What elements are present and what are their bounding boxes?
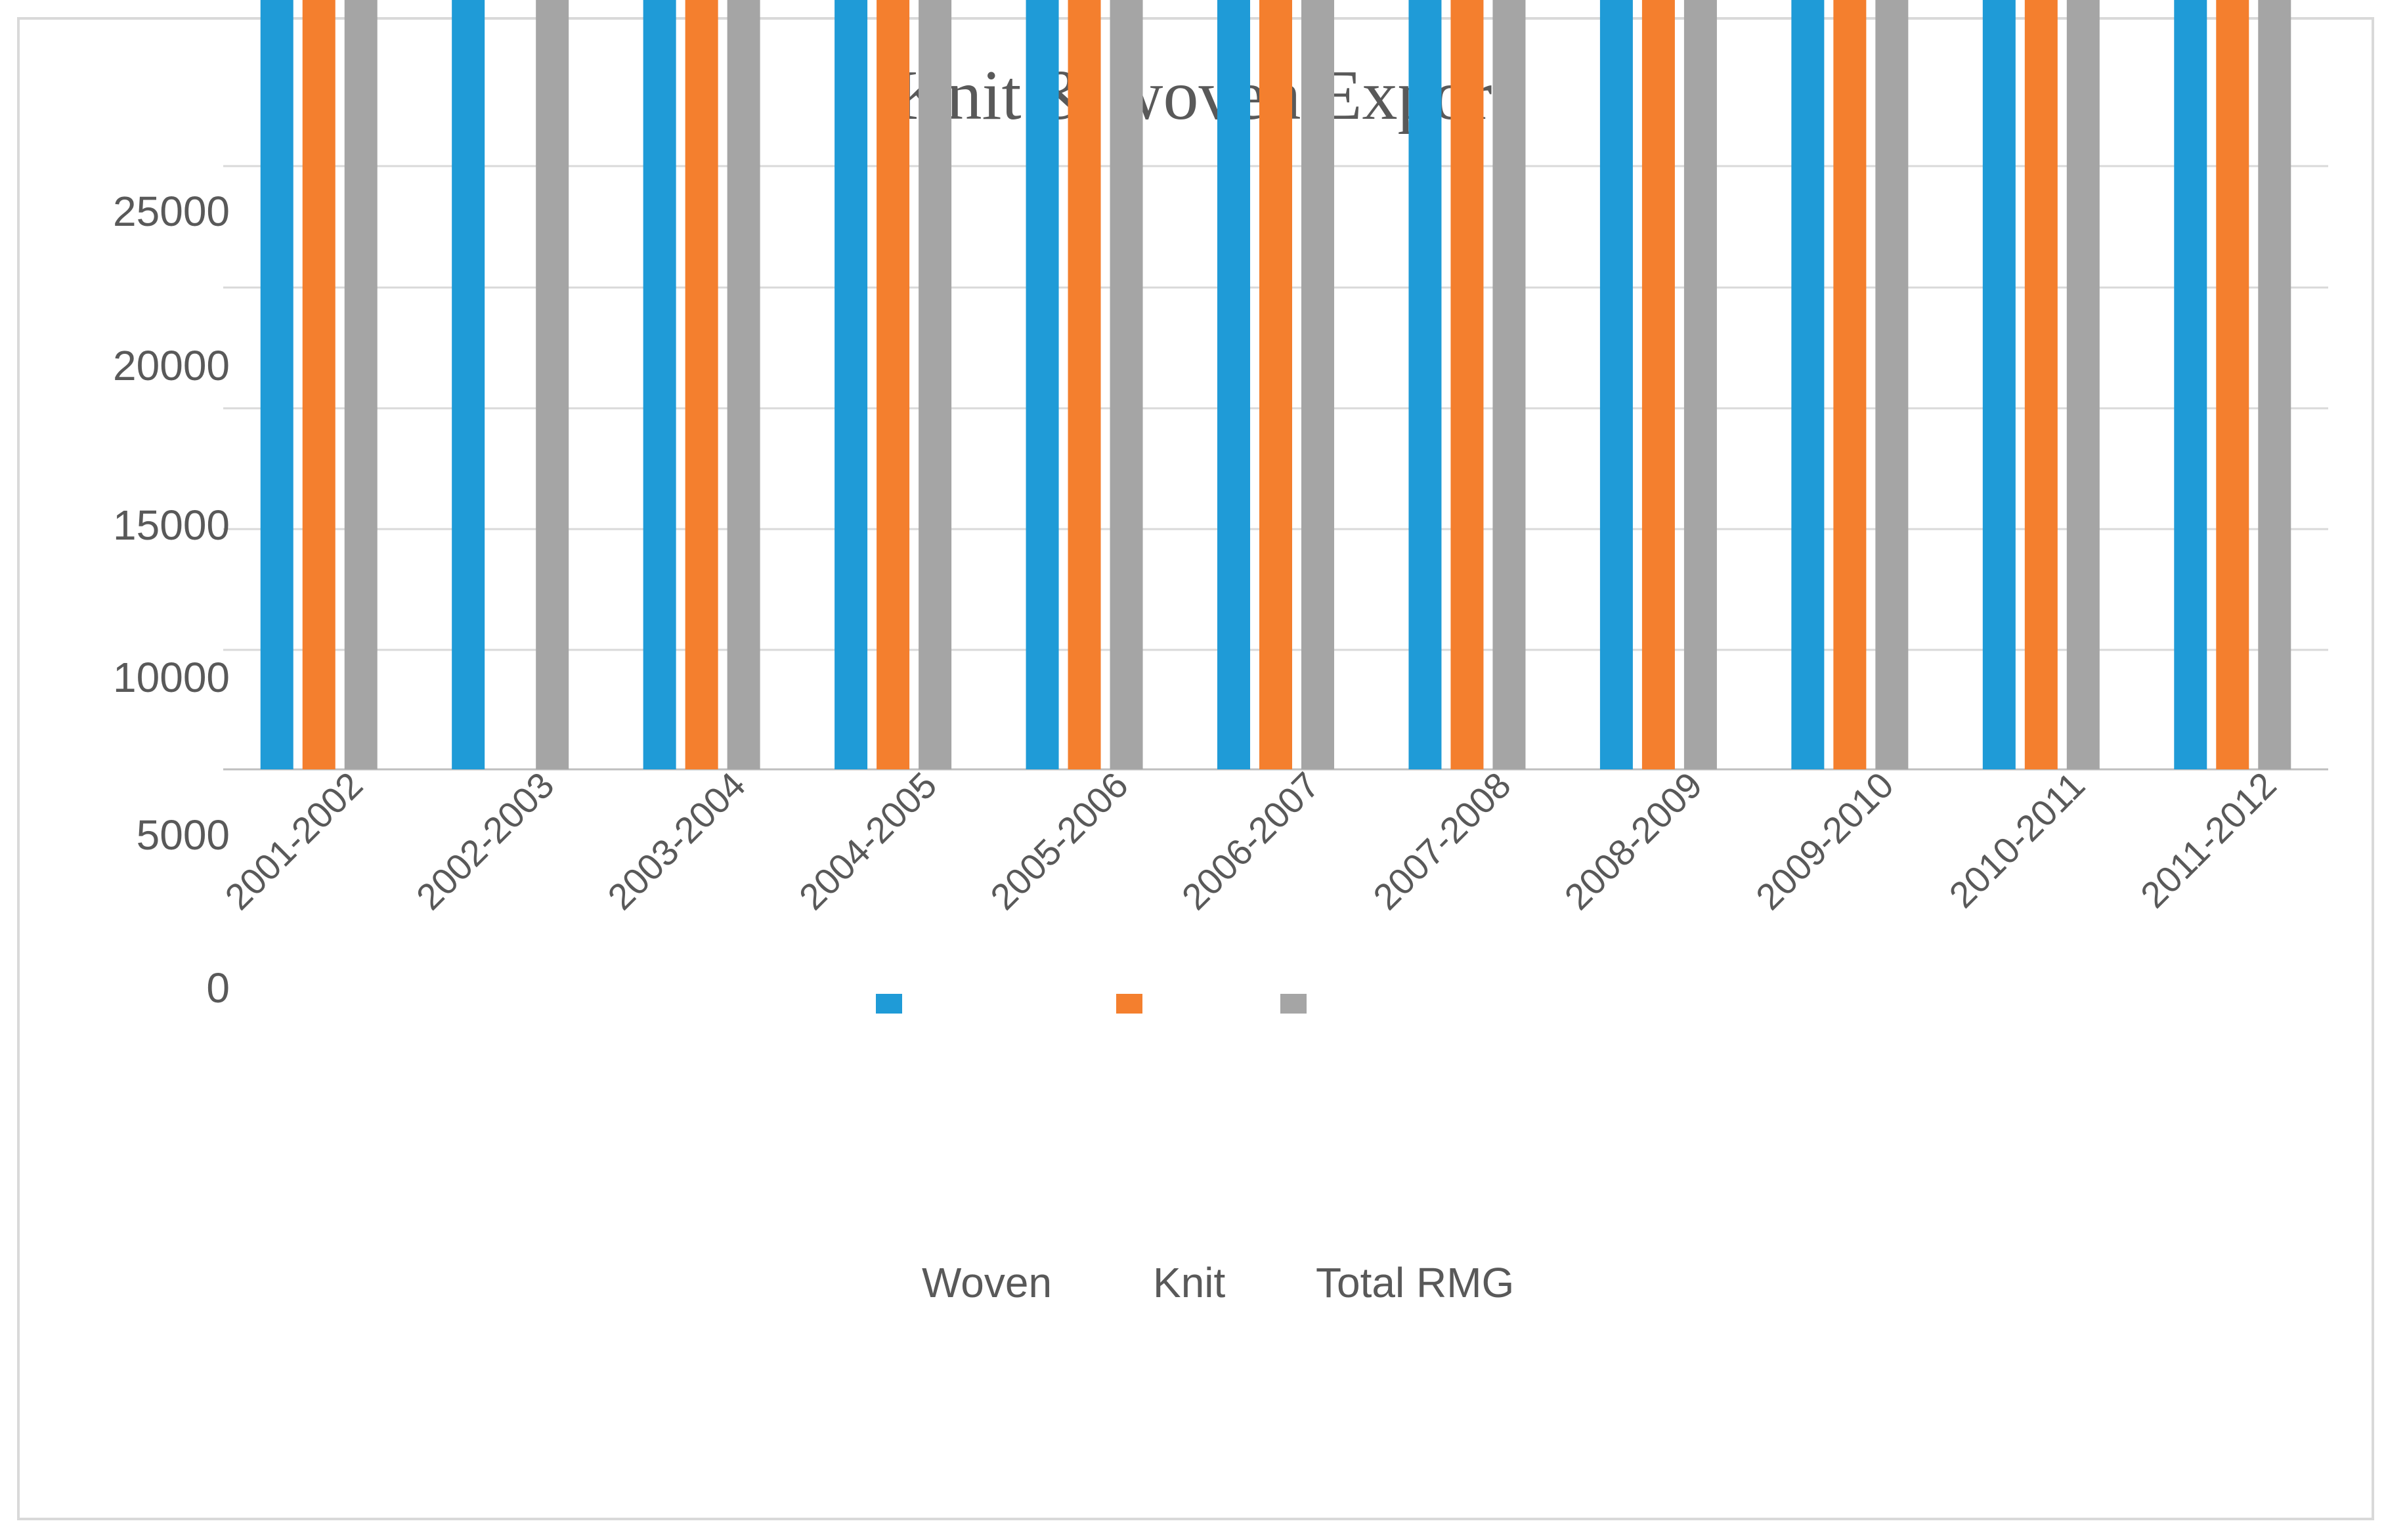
bar-woven-2009-2010 — [1791, 0, 1825, 769]
x-tick-label: 2006-2007 — [1174, 764, 1328, 918]
x-tick-label: 2010-2011 — [1941, 764, 2093, 916]
legend-label-total-rmg: Total RMG — [1316, 1259, 1515, 1306]
bar-knit-2011-2012 — [2216, 0, 2249, 769]
bar-knit-2010-2011 — [2024, 0, 2058, 769]
bar-total-rmg-2002-2003 — [536, 0, 569, 769]
bar-woven-2005-2006 — [1026, 0, 1059, 769]
bar-total-rmg-2011-2012 — [2258, 0, 2291, 769]
x-tick-label: 2009-2010 — [1748, 764, 1901, 918]
y-tick-label: 15000 — [113, 502, 230, 549]
bar-total-rmg-2001-2002 — [344, 0, 378, 770]
bar-woven-2003-2004 — [643, 0, 676, 769]
bar-total-rmg-2006-2007 — [1301, 0, 1334, 769]
bar-woven-2007-2008 — [1408, 0, 1442, 769]
legend-swatch-knit — [1116, 994, 1142, 1014]
x-axis-ticks: 2001-2002 2002-2003 2003-2004 2004-2005 2005… — [217, 764, 2284, 918]
bars — [260, 0, 2291, 770]
y-tick-label: 20000 — [113, 342, 230, 389]
legend-swatch-woven — [876, 994, 902, 1014]
y-tick-label: 0 — [206, 964, 230, 1012]
bar-knit-2006-2007 — [1259, 0, 1292, 770]
x-tick-label: 2005-2006 — [982, 764, 1136, 918]
x-tick-label: 2004-2005 — [791, 764, 945, 918]
y-axis-ticks: 25000 20000 15000 10000 5000 0 — [113, 188, 230, 1012]
y-tick-label: 25000 — [113, 188, 230, 235]
x-tick-label: 2002-2003 — [408, 764, 562, 918]
y-tick-label: 5000 — [137, 811, 230, 859]
bar-woven-2011-2012 — [2174, 0, 2207, 769]
bar-knit-2009-2010 — [1833, 0, 1867, 769]
bar-knit-2003-2004 — [685, 0, 718, 769]
y-tick-label: 10000 — [113, 654, 230, 701]
bar-total-rmg-2007-2008 — [1492, 0, 1526, 769]
bar-total-rmg-2005-2006 — [1110, 0, 1143, 769]
legend-swatch-total-rmg — [1280, 994, 1307, 1014]
bar-woven-2010-2011 — [1982, 0, 2016, 769]
bar-knit-2001-2002 — [302, 0, 336, 770]
bar-total-rmg-2010-2011 — [2066, 0, 2100, 769]
bar-total-rmg-2009-2010 — [1875, 0, 1909, 769]
bar-total-rmg-2003-2004 — [727, 0, 760, 770]
x-tick-label: 2007-2008 — [1365, 764, 1519, 918]
bar-woven-2008-2009 — [1599, 0, 1633, 769]
bar-knit-2005-2006 — [1068, 0, 1101, 769]
bar-knit-2004-2005 — [877, 0, 910, 770]
bar-total-rmg-2004-2005 — [919, 0, 952, 769]
bar-knit-2007-2008 — [1450, 0, 1484, 769]
bar-woven-2002-2003 — [452, 0, 485, 770]
bar-total-rmg-2008-2009 — [1683, 0, 1717, 769]
x-tick-label: 2008-2009 — [1556, 764, 1710, 918]
bar-knit-2008-2009 — [1641, 0, 1675, 769]
bar-woven-2006-2007 — [1217, 0, 1250, 769]
x-tick-label: 2011-2012 — [2133, 764, 2284, 916]
bar-woven-2004-2005 — [835, 0, 868, 769]
x-tick-label: 2003-2004 — [599, 764, 753, 918]
legend-label-knit: Knit — [1153, 1259, 1226, 1306]
legend-label-woven: Woven — [922, 1259, 1052, 1306]
bar-woven-2001-2002 — [260, 0, 293, 770]
x-tick-label: 2001-2002 — [217, 764, 370, 918]
